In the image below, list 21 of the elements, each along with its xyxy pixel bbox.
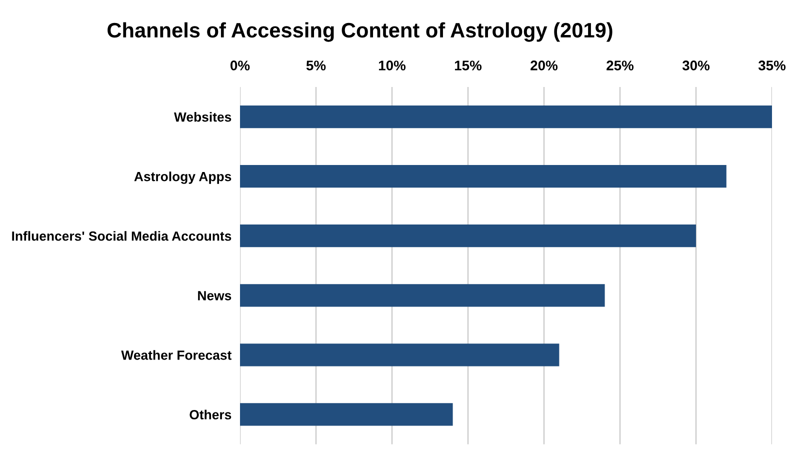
y-tick-label: Others [190,410,232,420]
y-tick-label: Websites [174,112,232,122]
x-tick-label: 20% [530,60,558,70]
bar [240,284,605,307]
bar [240,165,726,188]
bar [240,344,560,366]
x-tick-label: 35% [758,60,786,70]
x-tick-label: 0% [230,60,250,70]
bar [240,224,696,248]
chart-title: Channels of Accessing Content of Astrology (2019) [108,22,612,42]
bar [240,105,772,128]
y-tick-label: News [198,291,232,300]
x-tick-label: 5% [306,60,326,70]
y-tick-label: Influencers' Social Media Accounts [12,231,232,241]
x-tick-label: 10% [378,60,406,70]
y-tick-label: Astrology Apps [134,172,232,184]
bar [240,403,453,426]
x-tick-label: 25% [606,60,634,70]
x-tick-label: 15% [454,60,482,70]
x-tick-label: 30% [682,60,710,70]
y-tick-label: Weather Forecast [121,350,232,360]
